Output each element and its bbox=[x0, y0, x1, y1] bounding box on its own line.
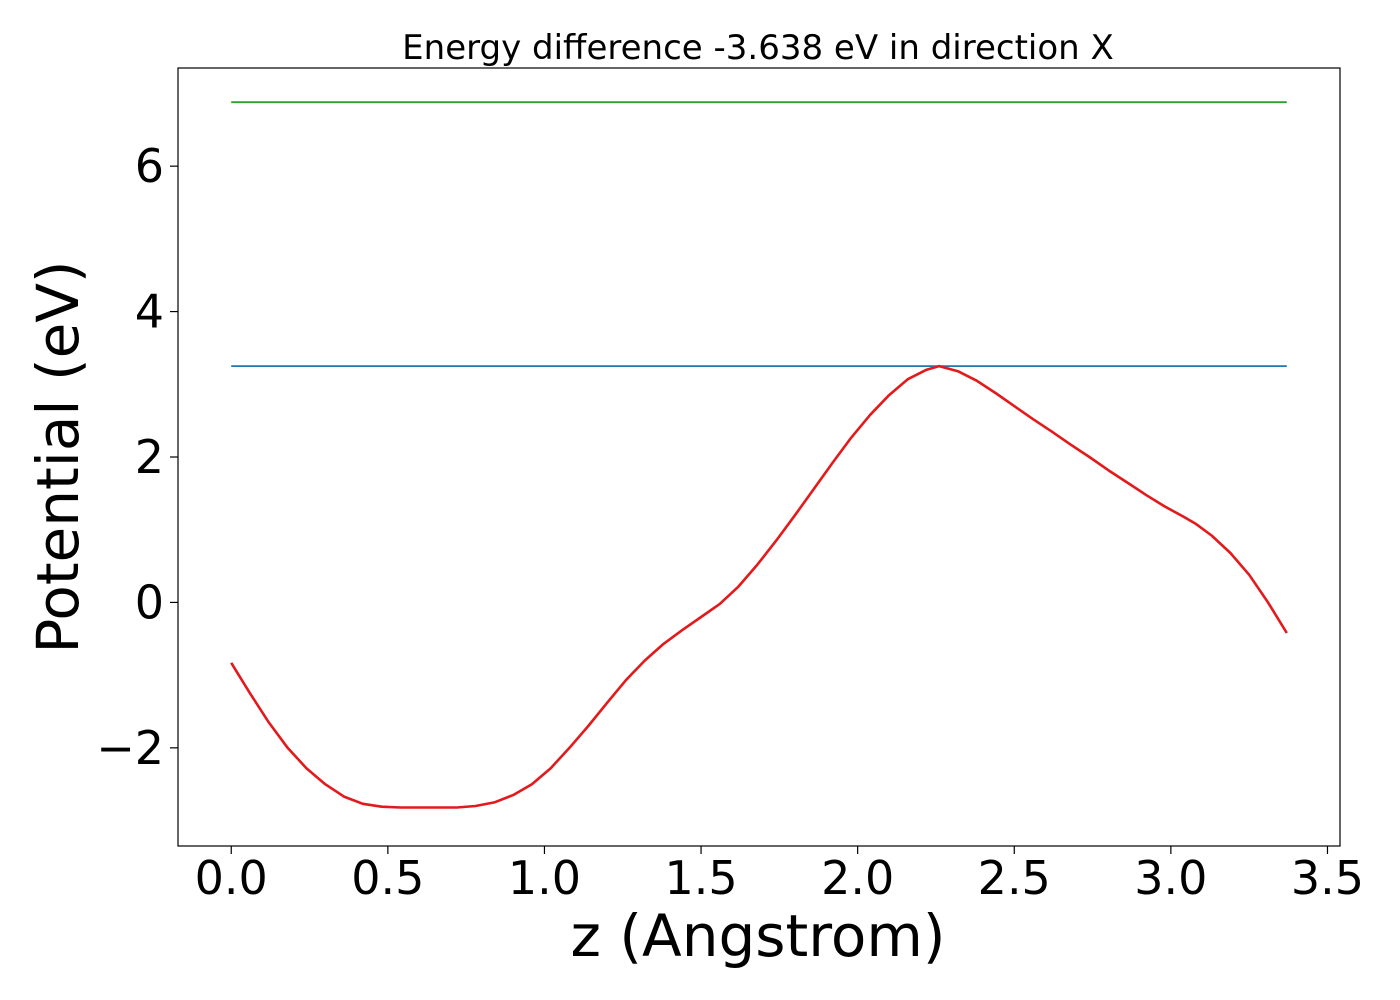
y-axis-label: Potential (eV) bbox=[24, 260, 92, 653]
y-tick-label: 6 bbox=[135, 139, 164, 193]
series-line-2 bbox=[230, 364, 1288, 809]
x-tick-label: 2.5 bbox=[978, 851, 1051, 905]
x-tick-label: 0.5 bbox=[351, 851, 424, 905]
x-tick-label: 1.0 bbox=[508, 851, 581, 905]
y-tick-label: −2 bbox=[96, 721, 164, 775]
x-axis-label: z (Angstrom) bbox=[571, 902, 946, 970]
y-tick-label: 4 bbox=[135, 285, 164, 339]
y-axis-ticks: −2 0 2 4 6 bbox=[96, 139, 178, 775]
x-tick-label: 3.0 bbox=[1134, 851, 1207, 905]
x-tick-label: 3.5 bbox=[1291, 851, 1364, 905]
y-tick-label: 2 bbox=[135, 430, 164, 484]
x-axis-ticks: 0.0 0.5 1.0 1.5 2.0 2.5 3.0 3.5 bbox=[195, 846, 1364, 905]
x-tick-label: 1.5 bbox=[664, 851, 737, 905]
series-layer bbox=[230, 101, 1288, 809]
x-tick-label: 2.0 bbox=[821, 851, 894, 905]
chart-title: Energy difference -3.638 eV in direction… bbox=[402, 28, 1114, 68]
x-tick-label: 0.0 bbox=[195, 851, 268, 905]
y-tick-label: 0 bbox=[135, 575, 164, 629]
